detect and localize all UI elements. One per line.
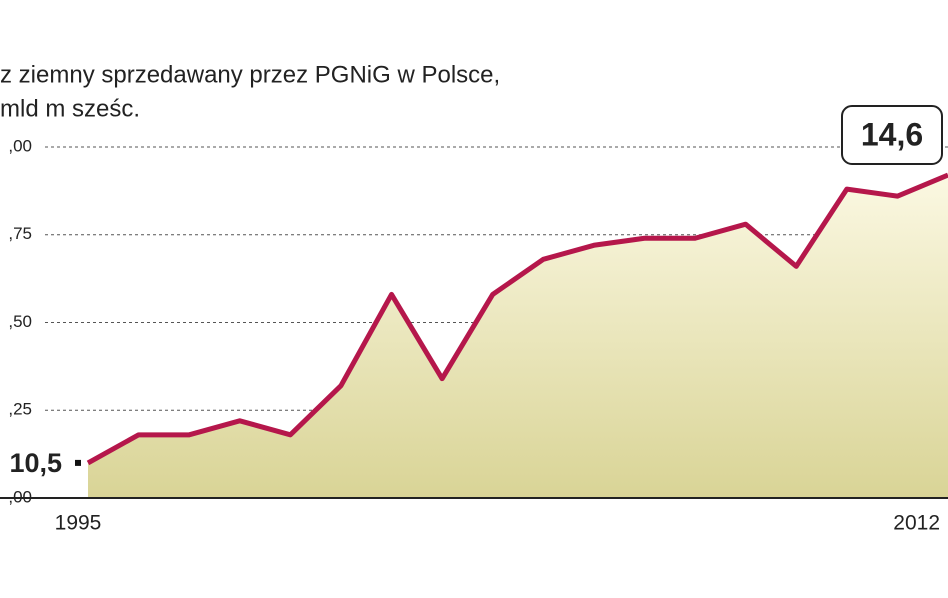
point-marker bbox=[75, 459, 81, 466]
data-label: 14,6 bbox=[861, 116, 923, 152]
y-tick-label: ,50 bbox=[8, 312, 32, 331]
y-tick-label: ,00 bbox=[8, 136, 32, 155]
label-box bbox=[841, 105, 943, 165]
plot: ,00 ,25 ,50 ,75 ,00 1995 2012 10,5 14,6 bbox=[0, 105, 948, 535]
y-tick-label: ,00 bbox=[8, 487, 32, 506]
area bbox=[88, 175, 948, 498]
y-tick-label: ,25 bbox=[8, 400, 32, 419]
x-tick-label: 1995 bbox=[55, 512, 102, 535]
data-label: 10,5 bbox=[9, 448, 62, 478]
chart-subtitle: mld m sześc. bbox=[0, 95, 140, 122]
chart-title: z ziemny sprzedawany przez PGNiG w Polsc… bbox=[0, 61, 500, 88]
y-tick-label: ,75 bbox=[8, 224, 32, 243]
line bbox=[86, 172, 948, 466]
x-tick-label: 2012 bbox=[893, 512, 940, 535]
